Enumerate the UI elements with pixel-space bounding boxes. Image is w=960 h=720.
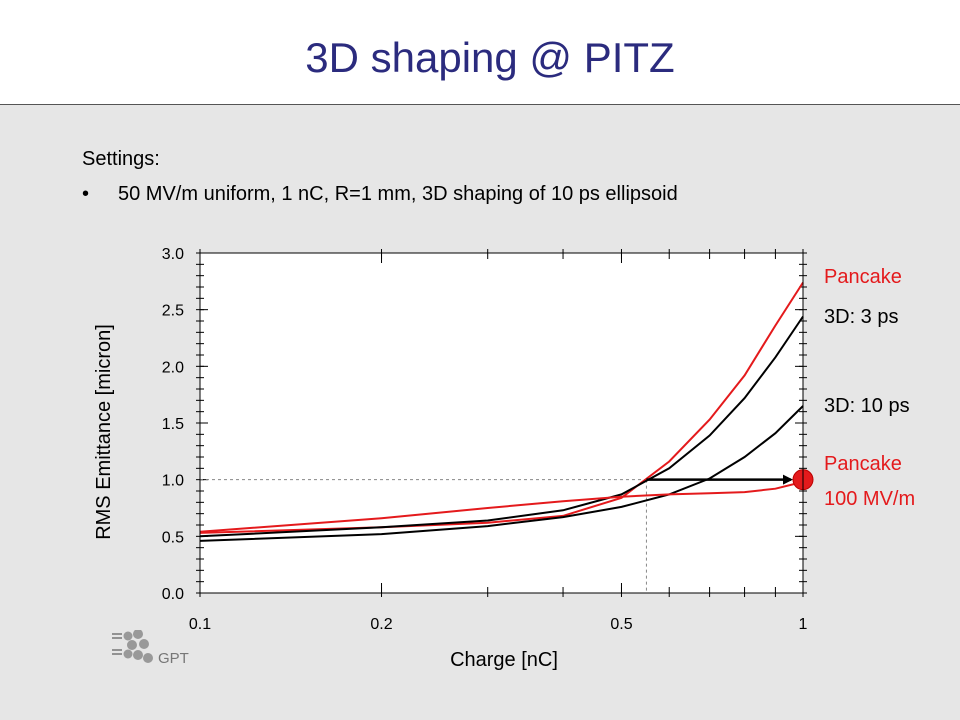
y-tick-label: 0.5: [162, 529, 184, 546]
label-100-mvm: 100 MV/m: [824, 488, 915, 510]
series-line-4: [199, 480, 804, 533]
bullet-marker: •: [82, 183, 90, 205]
x-tick-label: 1: [799, 616, 808, 633]
slide-title: 3D shaping @ PITZ: [305, 34, 675, 81]
y-tick-label: 3.0: [162, 246, 184, 263]
label-pancake-100: Pancake: [824, 453, 902, 475]
plot-frame: [199, 252, 804, 594]
x-tick-label: 0.2: [370, 616, 392, 633]
plot-area: [200, 253, 803, 593]
series-line-2: [199, 315, 804, 538]
series-line-3: [199, 405, 804, 542]
settings-bullet-text: 50 MV/m uniform, 1 nC, R=1 mm, 3D shapin…: [118, 183, 678, 205]
y-tick-label: 1.0: [162, 473, 184, 490]
logo-text: GPT: [158, 650, 189, 666]
y-tick-label: 2.0: [162, 359, 184, 376]
gpt-logo: GPT: [110, 629, 210, 667]
x-tick-label: 0.1: [189, 616, 211, 633]
settings-label: Settings:: [82, 148, 160, 170]
label-pancake: Pancake: [824, 266, 902, 288]
gpt-logo-icon: GPT: [112, 629, 189, 667]
series-line-1: [199, 281, 804, 534]
x-axis-label: Charge [nC]: [450, 649, 558, 671]
label-3d-3ps: 3D: 3 ps: [824, 306, 898, 328]
y-tick-label: 0.0: [162, 586, 184, 603]
label-3d-10ps: 3D: 10 ps: [824, 395, 910, 417]
settings-bullet: • 50 MV/m uniform, 1 nC, R=1 mm, 3D shapi…: [82, 183, 678, 206]
y-tick-label: 2.5: [162, 303, 184, 320]
slide-header: [0, 0, 960, 105]
y-axis-label: RMS Emittance [micron]: [93, 324, 115, 540]
x-tick-label: 0.5: [610, 616, 632, 633]
y-tick-label: 1.5: [162, 416, 184, 433]
